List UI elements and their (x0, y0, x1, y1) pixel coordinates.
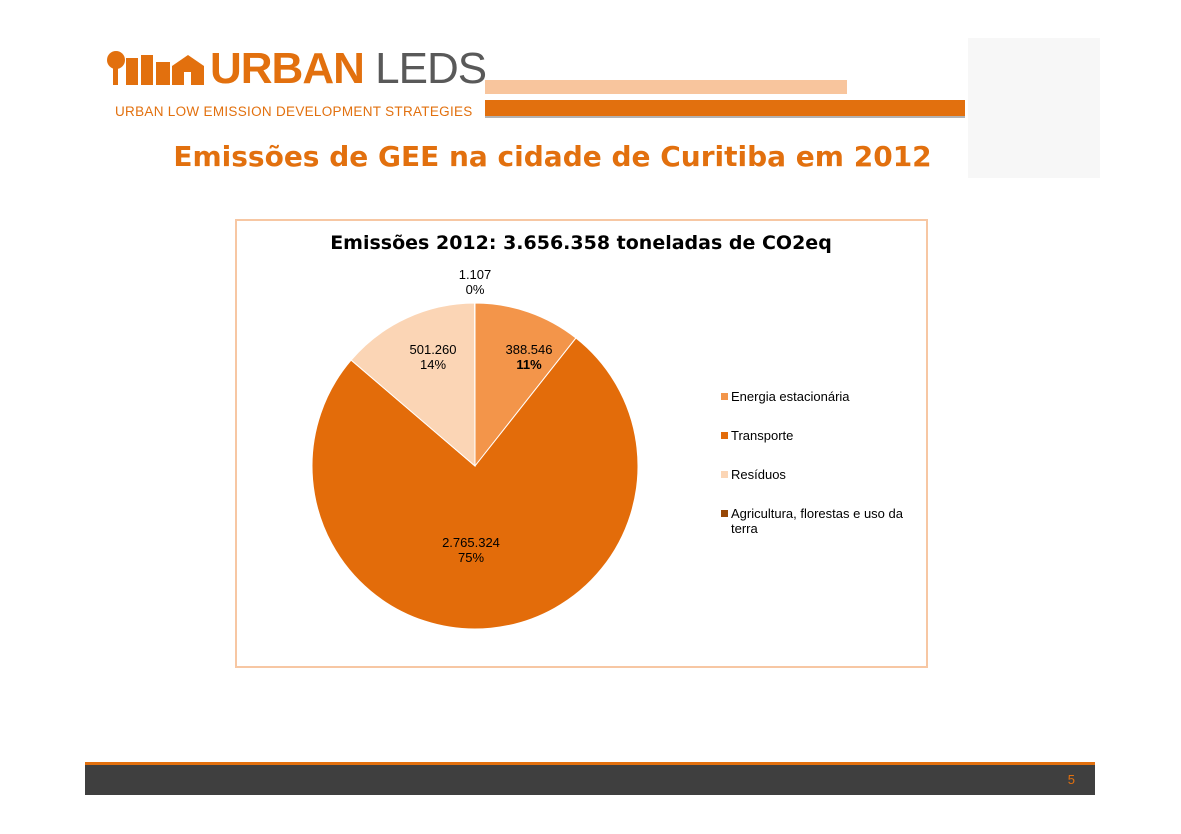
page-number: 5 (1067, 772, 1075, 787)
header-accent-bar-dark (485, 100, 965, 118)
pie-slices (311, 302, 639, 630)
legend-swatch (721, 432, 728, 439)
slice-percent-label: 75% (458, 550, 484, 565)
slice-value-label: 501.260 (410, 342, 457, 357)
footer-bar: 5 (85, 765, 1095, 795)
legend-label: Agricultura, florestas e uso da terra (731, 506, 904, 536)
legend-label: Transporte (731, 428, 793, 443)
logo: URBAN LEDS URBAN LOW EMISSION DEVELOPMEN… (100, 44, 487, 125)
corner-shade (968, 38, 1100, 178)
slice-value-label: 1.107 (459, 267, 492, 282)
chart-legend: Energia estacionária Transporte Resíduos Ag… (721, 389, 904, 536)
pie-chart: Emissões 2012: 3.656.358 toneladas de CO… (311, 232, 904, 630)
chart-title: Emissões 2012: 3.656.358 toneladas de CO… (330, 232, 832, 254)
pie-slice (474, 302, 577, 468)
page-title: Emissões de GEE na cidade de Curitiba em… (173, 140, 932, 173)
pie-slice (350, 302, 476, 468)
legend-label: Resíduos (731, 467, 786, 482)
legend-label: Energia estacionária (731, 389, 850, 404)
logo-wordmark: URBAN LEDS (210, 44, 487, 94)
slice-percent-label: 14% (420, 357, 446, 372)
logo-word-bold: URBAN (210, 44, 365, 93)
legend-swatch (721, 510, 728, 517)
logo-word-light: LEDS (375, 44, 487, 93)
header-accent-bar-light (485, 80, 847, 94)
logo-subtitle: URBAN LOW EMISSION DEVELOPMENT STRATEGIE… (115, 104, 473, 119)
legend-swatch (721, 393, 728, 400)
chart-frame: Emissões 2012: 3.656.358 toneladas de CO… (235, 219, 928, 668)
slice-percent-label: 11% (516, 357, 542, 372)
slice-value-label: 388.546 (506, 342, 553, 357)
slice-value-label: 2.765.324 (442, 535, 500, 550)
pie-slice (311, 337, 639, 630)
slice-percent-label: 0% (466, 282, 485, 297)
logo-buildings-icon (107, 51, 204, 85)
footer-accent-line (85, 762, 1095, 765)
legend-swatch (721, 471, 728, 478)
